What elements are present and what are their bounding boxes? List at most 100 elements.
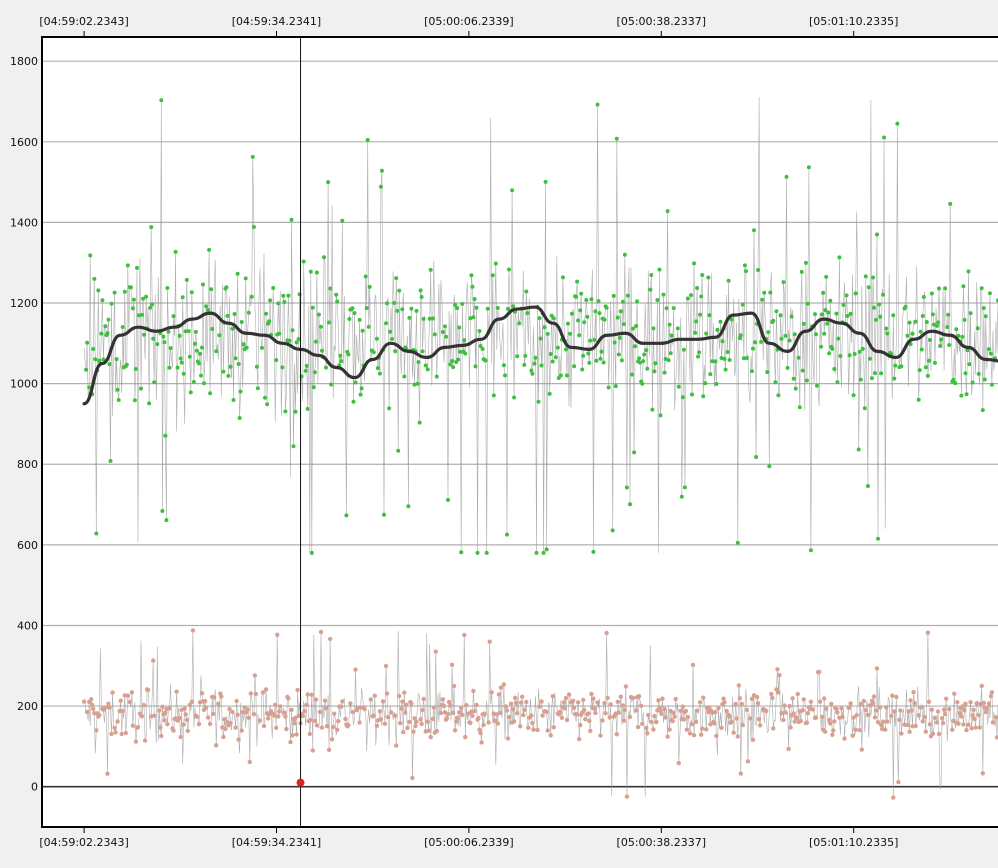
data-point — [181, 722, 186, 727]
data-point — [464, 702, 469, 708]
data-point — [513, 700, 519, 706]
data-point — [779, 336, 784, 341]
data-point — [501, 682, 507, 687]
data-point — [495, 306, 500, 310]
data-point — [539, 363, 544, 368]
data-point — [129, 690, 135, 695]
data-point — [689, 722, 695, 727]
data-point — [167, 365, 172, 370]
data-point — [929, 291, 934, 296]
data-point — [989, 690, 995, 695]
data-point — [863, 708, 868, 713]
data-point — [870, 701, 876, 706]
data-point — [872, 715, 878, 720]
data-point — [681, 347, 686, 352]
data-point — [225, 313, 230, 318]
data-point — [784, 174, 789, 179]
data-point — [350, 709, 355, 715]
data-point — [792, 332, 797, 337]
data-point — [507, 267, 511, 272]
data-point — [879, 371, 884, 376]
data-point — [867, 356, 872, 361]
data-point — [264, 311, 269, 316]
data-point — [353, 667, 358, 672]
data-point — [742, 263, 747, 268]
data-point — [209, 287, 214, 292]
data-point — [327, 636, 333, 642]
data-point — [163, 433, 168, 438]
data-point — [968, 700, 973, 705]
data-point — [327, 320, 332, 325]
data-point — [396, 448, 401, 453]
data-point — [357, 720, 362, 725]
data-point — [398, 721, 403, 726]
data-point — [378, 717, 384, 722]
y-tick-label: 200 — [17, 700, 38, 713]
data-point — [828, 298, 833, 303]
data-point — [813, 312, 817, 317]
data-point — [963, 371, 968, 376]
data-point — [433, 649, 438, 654]
data-point — [145, 687, 151, 693]
data-point — [340, 699, 345, 704]
data-point — [438, 710, 444, 716]
data-point — [884, 326, 889, 331]
data-point — [776, 393, 781, 398]
data-point — [861, 698, 866, 704]
data-point — [961, 284, 966, 289]
data-point — [240, 709, 245, 715]
data-point — [824, 274, 829, 279]
data-point — [460, 301, 465, 306]
data-point — [934, 720, 940, 725]
data-point — [471, 315, 476, 320]
data-point — [164, 518, 169, 523]
data-point — [496, 692, 502, 697]
data-point — [517, 321, 522, 326]
data-point — [450, 710, 456, 715]
data-point — [791, 376, 796, 381]
data-point — [586, 711, 591, 716]
data-point — [310, 748, 315, 753]
data-point — [682, 485, 687, 490]
data-point — [90, 702, 95, 708]
data-point — [604, 305, 609, 310]
data-point — [547, 391, 552, 396]
data-point — [633, 344, 638, 349]
data-point — [157, 708, 162, 713]
data-point — [410, 775, 415, 781]
data-point — [923, 365, 928, 370]
data-point — [718, 319, 723, 324]
data-point — [819, 344, 824, 349]
data-point — [636, 694, 642, 699]
data-point — [300, 713, 305, 719]
data-point — [699, 732, 704, 737]
data-point — [446, 498, 450, 502]
data-point — [575, 700, 581, 705]
data-point — [525, 311, 530, 316]
data-point — [589, 297, 594, 302]
data-point — [479, 740, 484, 745]
data-point — [532, 361, 537, 366]
data-point — [981, 306, 986, 310]
data-point — [221, 369, 226, 374]
data-point — [822, 331, 827, 336]
x-tick-label-top: [05:00:06.2339] — [424, 15, 513, 28]
data-point — [449, 662, 455, 667]
data-point — [754, 694, 760, 700]
data-point — [150, 302, 155, 307]
data-point — [384, 321, 388, 326]
data-point — [237, 416, 242, 420]
data-point — [988, 693, 994, 699]
data-point — [919, 347, 924, 352]
data-point — [266, 712, 272, 717]
data-point — [830, 346, 835, 351]
data-point — [534, 550, 539, 555]
data-point — [951, 377, 956, 382]
data-point — [362, 707, 367, 712]
data-point — [112, 290, 117, 295]
data-point — [907, 320, 912, 325]
data-point — [621, 718, 627, 723]
data-point — [260, 345, 264, 350]
data-point — [599, 349, 604, 354]
data-point — [347, 317, 352, 321]
